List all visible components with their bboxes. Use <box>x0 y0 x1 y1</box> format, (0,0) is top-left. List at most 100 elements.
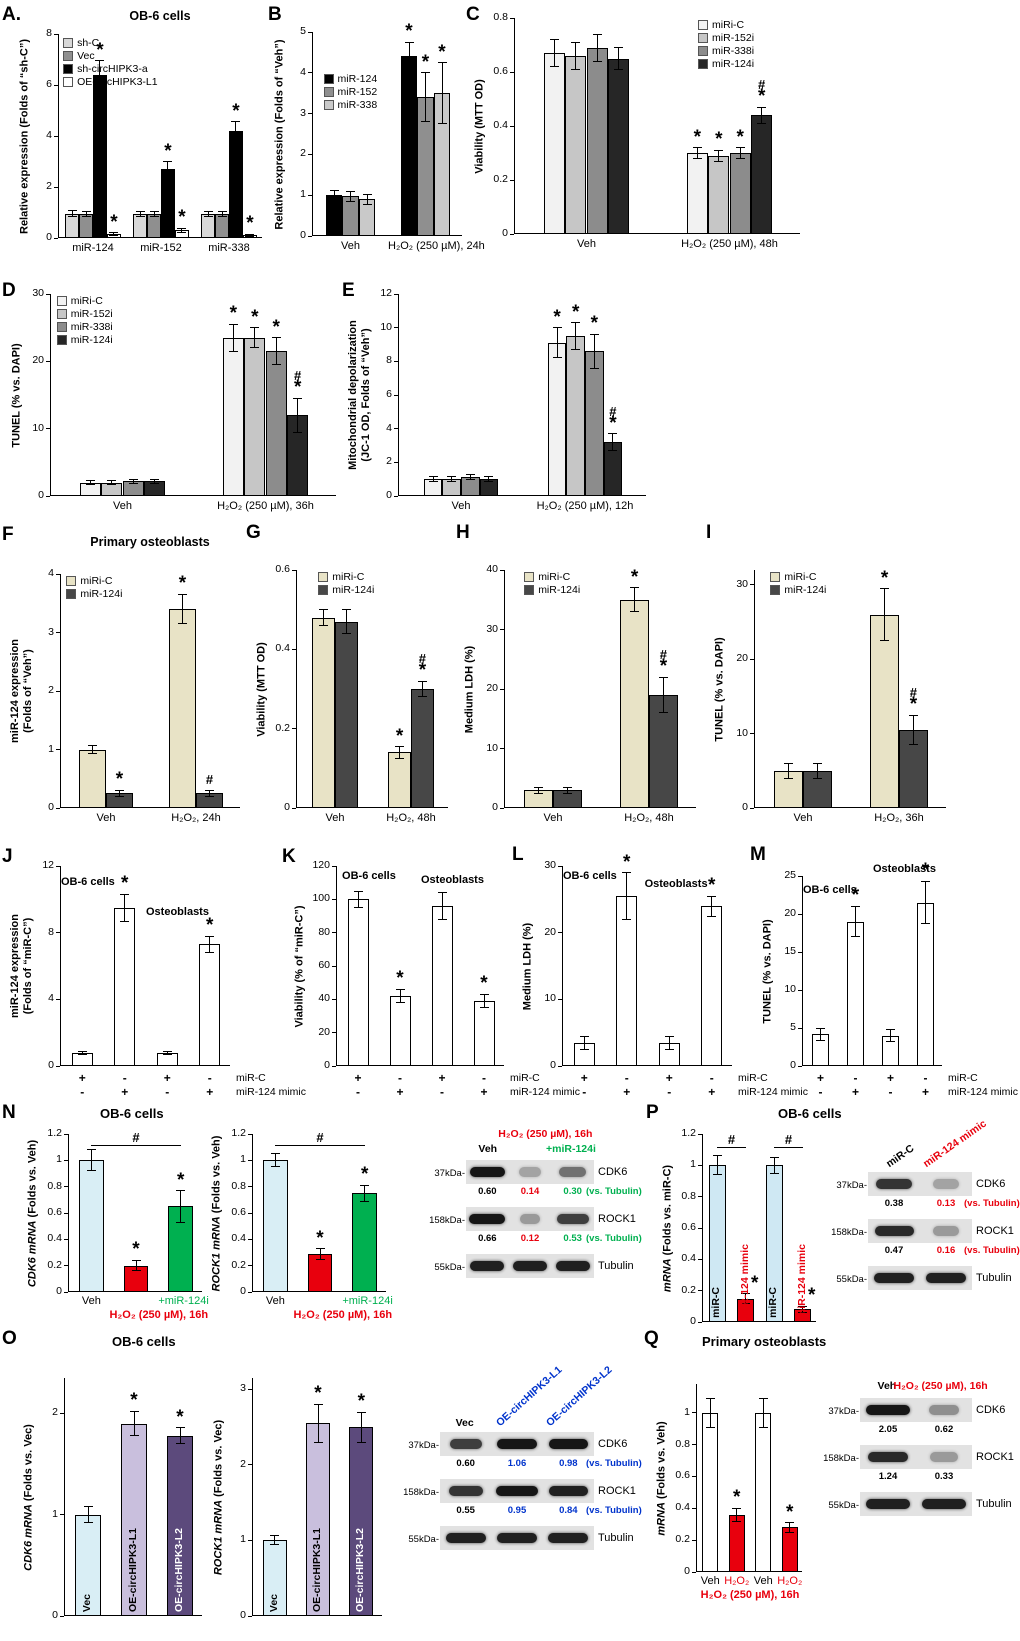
legend: miRi-C miR-124i <box>770 570 826 596</box>
legend-item: OE-circHIPK3-L1 <box>63 75 158 88</box>
significance-mark: # <box>205 772 214 788</box>
error-bar <box>626 872 628 920</box>
y-tick-label: 20 <box>486 682 498 694</box>
bar <box>781 1527 798 1572</box>
panel-letter-N: N <box>2 1102 16 1123</box>
error-bar <box>716 1155 718 1175</box>
protein-band <box>556 1214 589 1224</box>
bar-label-vertical: miR-C <box>710 1287 723 1318</box>
y-tick-label: 4 <box>386 421 392 434</box>
legend-label: miRi-C <box>70 294 103 307</box>
error-bar-cap <box>479 1007 489 1009</box>
legend-item: miR-124i <box>770 583 826 596</box>
western-blot-O: Vec OE-circHIPK3-L1 OE-circHIPK3-L2 37kDa- C… <box>394 1364 642 1574</box>
significance-mark: * <box>396 968 404 990</box>
y-tick <box>248 1265 252 1267</box>
matrix-row-label: miR-124 mimic <box>236 1086 307 1098</box>
y-tick-label: 2 <box>240 1457 246 1470</box>
y-tick <box>292 648 296 650</box>
error-bar <box>209 936 211 953</box>
error-bar-cap <box>769 1172 779 1174</box>
bar <box>543 53 566 234</box>
molecular-weight-label: 158kDa- <box>831 1227 867 1238</box>
molecular-weight-label: 37kDa- <box>408 1440 439 1451</box>
error-bar-cap <box>217 215 227 217</box>
molecular-weight-label: 158kDa- <box>429 1215 465 1226</box>
protein-band <box>448 1486 483 1496</box>
y-tick-label: 3 <box>48 625 54 638</box>
molecular-weight-label: 158kDa- <box>823 1453 859 1464</box>
error-bar-cap <box>270 1544 280 1546</box>
y-tick <box>394 360 398 362</box>
protein-name: CDK6 <box>598 1438 628 1450</box>
error-bar-cap <box>707 915 717 917</box>
bar <box>79 749 106 808</box>
significance-mark: * <box>786 1501 794 1523</box>
blot-band-strip <box>440 1479 594 1503</box>
error-bar <box>408 42 410 71</box>
legend-item: miR-124i <box>66 587 122 600</box>
error-bar-cap <box>421 72 430 74</box>
legend-label: miRi-C <box>712 18 745 31</box>
error-bar-cap <box>658 712 668 714</box>
error-bar-cap <box>77 1053 87 1055</box>
error-bar <box>364 1185 366 1202</box>
x-category-label: Veh <box>451 500 471 512</box>
blot-band-strip <box>868 1219 972 1243</box>
matrix-cell: + <box>921 1085 929 1099</box>
bar <box>201 213 216 238</box>
band-quantification: 0.12 <box>520 1233 540 1244</box>
protein-name: CDK6 <box>976 1404 1006 1416</box>
x-category-label: Veh <box>577 238 596 250</box>
error-bar-cap <box>437 62 447 64</box>
y-axis-label: TUNEL (% vs. DAPI) <box>10 342 23 448</box>
y-tick-label: 30 <box>486 622 498 635</box>
protein-band <box>559 1167 586 1177</box>
error-bar-cap <box>271 364 281 366</box>
y-tick-label: 0 <box>742 801 748 813</box>
y-tick-label: 0.8 <box>47 1179 62 1192</box>
error-bar <box>317 1404 319 1443</box>
legend-label: miRi-C <box>784 570 817 583</box>
significance-mark: * <box>438 41 446 63</box>
legend-swatch <box>56 334 67 345</box>
chart-J-mir124-mimic-expression: miR-124 expression (Folds of “miR-C”) * * +… <box>8 856 306 1112</box>
band-quantification: 0.62 <box>934 1424 954 1435</box>
x-axis-note: H₂O₂ (250 µM), 16h <box>293 1309 393 1321</box>
x-bar-label: Veh <box>700 1575 720 1587</box>
legend-item: miRi-C <box>318 570 374 583</box>
y-tick <box>64 1238 68 1240</box>
error-bar-cap <box>176 1190 186 1192</box>
error-bar-cap <box>319 625 329 627</box>
error-bar-cap <box>549 39 559 41</box>
legend: miRi-C miR-152i miR-338i miR-124i <box>698 18 754 70</box>
blot-band-strip <box>440 1432 594 1456</box>
significance-mark: * <box>272 316 280 338</box>
significance-mark: * <box>121 873 129 895</box>
error-bar <box>668 1036 670 1050</box>
error-bar-cap <box>484 476 494 478</box>
y-tick <box>248 1212 252 1214</box>
molecular-weight-label: 55kDa- <box>828 1500 859 1511</box>
bar <box>566 336 585 496</box>
band-quantification: 0.30 <box>563 1186 582 1197</box>
error-bar-cap <box>131 1259 141 1261</box>
bar <box>870 614 899 808</box>
error-bar <box>274 1535 276 1545</box>
band-quantification: 0.84 <box>559 1505 578 1516</box>
panel-N-title: OB-6 cells <box>100 1106 164 1121</box>
band-quantification: 0.60 <box>478 1186 497 1197</box>
matrix-cell: - <box>853 1071 858 1085</box>
bar <box>649 694 678 808</box>
bar <box>358 199 376 236</box>
band-quantification: 0.47 <box>884 1245 904 1256</box>
error-bar-cap <box>205 789 214 791</box>
plot-area: Veh H₂O₂, 48h * # * miRi-C miR-124i <box>296 570 448 824</box>
y-tick-label: 0.6 <box>47 1206 62 1218</box>
y-tick <box>54 135 58 137</box>
y-tick <box>692 1444 696 1446</box>
significance-mark: * <box>880 567 889 589</box>
y-tick <box>500 569 504 571</box>
error-bar <box>762 1398 764 1427</box>
panel-letter-E: E <box>342 280 355 301</box>
